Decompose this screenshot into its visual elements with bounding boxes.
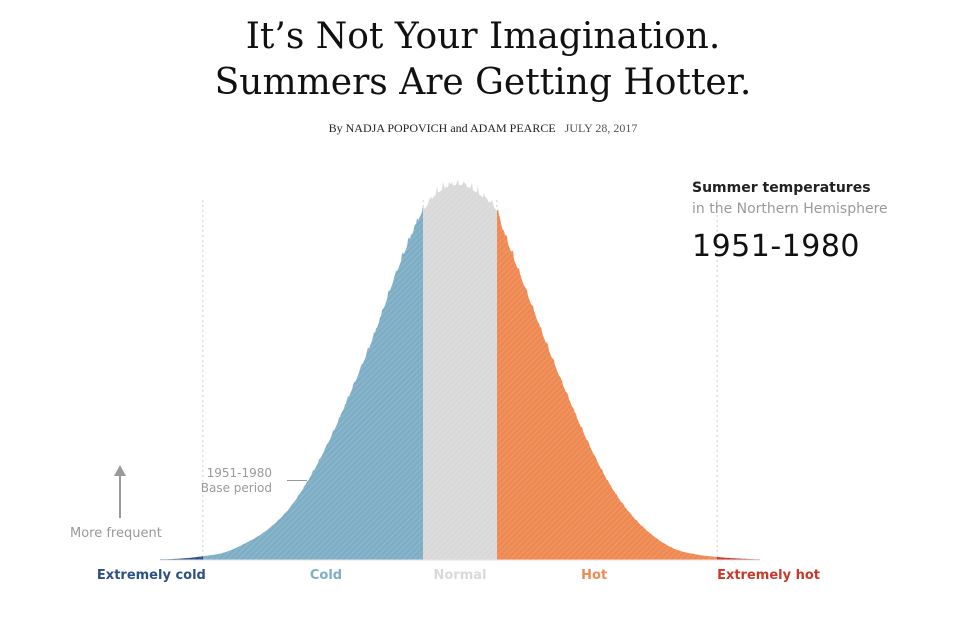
- base-period-tick: [287, 480, 307, 481]
- hot-area: [497, 209, 717, 560]
- category-label-normal: Normal: [433, 568, 487, 583]
- extremely-cold-area-hatching: [160, 556, 203, 560]
- category-label-extremely-cold: Extremely cold: [96, 568, 206, 583]
- extremely-cold-area: [160, 556, 203, 560]
- hot-area-hatching: [497, 209, 717, 560]
- normal-area: [423, 179, 497, 561]
- extremely-hot-area-hatching: [717, 557, 760, 560]
- chart-side-title: Summer temperatures: [692, 180, 871, 196]
- base-period-years: 1951-1980: [206, 466, 272, 480]
- category-label-hot: Hot: [581, 568, 608, 583]
- byline-date: JULY 28, 2017: [564, 121, 638, 135]
- up-arrow-head: [114, 465, 126, 476]
- category-label-extremely-hot: Extremely hot: [717, 568, 820, 583]
- base-period-text: Base period: [200, 481, 272, 495]
- period-label: 1951-1980: [692, 229, 861, 264]
- headline: It’s Not Your Imagination. Summers Are G…: [0, 14, 966, 106]
- byline: By NADJA POPOVICH and ADAM PEARCE JULY 28…: [0, 121, 966, 136]
- distribution-areas: [160, 179, 760, 561]
- cold-area: [203, 205, 423, 560]
- headline-line-2: Summers Are Getting Hotter.: [214, 62, 752, 103]
- more-frequent-label: More frequent: [70, 526, 162, 541]
- headline-line-1: It’s Not Your Imagination.: [245, 16, 721, 57]
- cold-area-hatching: [203, 205, 423, 560]
- up-arrow-shaft: [119, 476, 121, 518]
- category-label-cold: Cold: [309, 568, 343, 583]
- base-period-label: 1951-1980 Base period: [192, 466, 272, 496]
- chart-side-subtitle: in the Northern Hemisphere: [692, 201, 888, 217]
- normal-area-hatching: [423, 179, 497, 561]
- extremely-hot-area: [717, 557, 760, 560]
- byline-authors: By NADJA POPOVICH and ADAM PEARCE: [328, 121, 556, 135]
